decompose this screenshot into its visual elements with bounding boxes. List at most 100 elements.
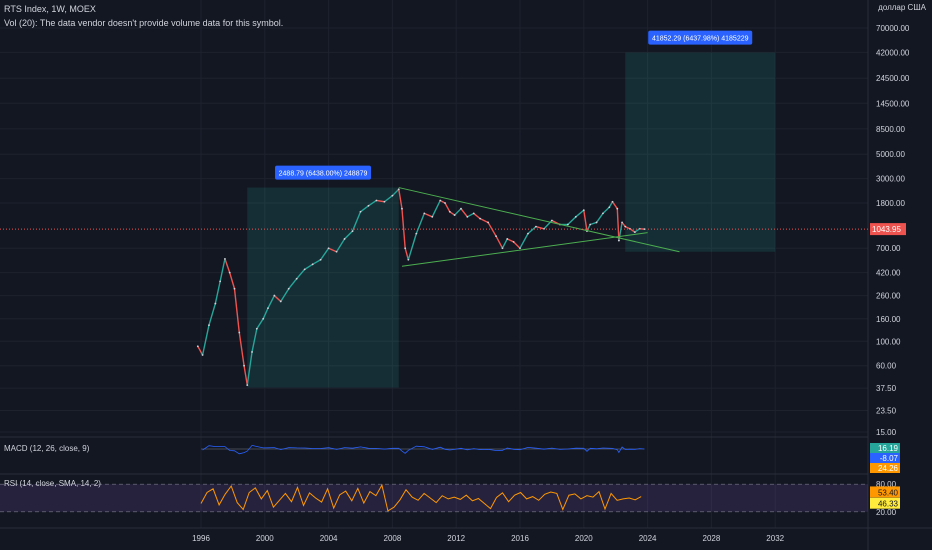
volume-note: Vol (20): The data vendor doesn't provid… bbox=[4, 18, 284, 28]
measure-boxes bbox=[247, 52, 776, 388]
price-segment bbox=[197, 345, 204, 356]
price-tick-label: 8500.00 bbox=[876, 125, 905, 134]
rsi-value: 46.33 bbox=[878, 500, 899, 509]
price-tick-label: 5000.00 bbox=[876, 150, 905, 159]
price-tick-label: 42000.00 bbox=[876, 48, 910, 57]
price-point bbox=[295, 277, 298, 280]
price-point bbox=[501, 247, 504, 250]
price-point bbox=[351, 230, 354, 233]
price-point bbox=[214, 302, 217, 305]
price-point bbox=[267, 307, 269, 310]
labels-overlay: 2488.79 (6438.00%) 248879 41852.29 (6437.… bbox=[0, 30, 906, 236]
price-segment bbox=[616, 208, 620, 241]
price-segment bbox=[575, 209, 585, 218]
price-point bbox=[512, 240, 515, 243]
price-segment bbox=[224, 258, 231, 273]
price-point bbox=[616, 207, 619, 210]
trendlines bbox=[398, 187, 680, 267]
price-segment bbox=[506, 238, 514, 243]
price-point bbox=[423, 212, 426, 215]
time-tick-label: 2028 bbox=[703, 534, 721, 543]
time-tick-label: 2016 bbox=[511, 534, 529, 543]
price-point bbox=[582, 209, 585, 212]
price-point bbox=[375, 199, 378, 202]
measure-label-bg bbox=[648, 30, 753, 45]
trendline bbox=[398, 187, 680, 253]
price-segment bbox=[473, 212, 481, 220]
price-point bbox=[595, 221, 598, 224]
price-point bbox=[466, 215, 469, 218]
macd-value: 24.26 bbox=[878, 464, 899, 473]
price-segment bbox=[267, 295, 275, 309]
price-segment bbox=[407, 233, 417, 260]
price-point bbox=[453, 214, 456, 216]
price-point bbox=[643, 228, 646, 231]
price-segment bbox=[608, 201, 614, 208]
trendline bbox=[401, 232, 648, 267]
price-segment bbox=[535, 225, 545, 230]
price-segment bbox=[262, 307, 269, 320]
price-tick-label: 1800.00 bbox=[876, 199, 905, 208]
price-point bbox=[479, 217, 482, 220]
price-segment bbox=[214, 281, 221, 304]
time-tick-label: 2020 bbox=[575, 534, 593, 543]
price-point bbox=[624, 225, 627, 228]
price-point bbox=[196, 345, 199, 348]
price-point bbox=[621, 221, 623, 224]
price-segment bbox=[586, 224, 591, 232]
price-point bbox=[401, 207, 403, 210]
price-point bbox=[566, 223, 569, 226]
price-segment bbox=[312, 259, 321, 265]
price-tick-label: 160.00 bbox=[876, 315, 901, 324]
macd-value-tag bbox=[870, 463, 900, 473]
price-segment bbox=[634, 228, 641, 233]
time-tick-label: 2000 bbox=[256, 534, 274, 543]
time-axis[interactable]: 1996 2000 2004 2008 2012 2016 2020 2024 2028 2032 bbox=[192, 534, 785, 543]
price-segment bbox=[368, 199, 377, 207]
price-segment bbox=[344, 230, 354, 240]
price-point bbox=[431, 215, 434, 218]
price-segment bbox=[527, 226, 537, 235]
currency-label: доллар США bbox=[878, 3, 926, 12]
price-segment bbox=[376, 199, 385, 203]
price-segment bbox=[273, 295, 282, 302]
price-segment bbox=[495, 235, 504, 249]
price-tick-label: 70000.00 bbox=[876, 24, 910, 33]
time-tick-label: 1996 bbox=[192, 534, 210, 543]
price-point bbox=[243, 364, 245, 367]
price-segment bbox=[567, 216, 577, 225]
measure-box bbox=[625, 52, 776, 252]
price-segment bbox=[328, 247, 337, 253]
price-segment bbox=[360, 205, 369, 213]
price-point bbox=[327, 247, 330, 250]
price-point bbox=[589, 223, 592, 226]
price-point bbox=[262, 317, 265, 320]
price-point bbox=[219, 280, 222, 283]
price-segment bbox=[391, 188, 400, 197]
price-tick-label: 260.00 bbox=[876, 292, 901, 301]
price-point bbox=[611, 200, 614, 203]
price-axis[interactable]: 70000.00 42000.00 24500.00 14500.00 8500.00 5… bbox=[876, 24, 910, 437]
price-point bbox=[407, 258, 410, 261]
price-segment bbox=[467, 212, 475, 218]
price-segment bbox=[449, 211, 456, 216]
rsi-value-tag bbox=[870, 486, 900, 498]
price-point bbox=[404, 247, 407, 250]
macd-line bbox=[202, 444, 645, 455]
price-point bbox=[633, 231, 636, 234]
price-tick-label: 700.00 bbox=[876, 244, 901, 253]
price-point bbox=[287, 287, 290, 290]
price-segment bbox=[320, 247, 330, 261]
price-point bbox=[551, 219, 553, 222]
price-point bbox=[495, 235, 497, 238]
price-segment bbox=[611, 201, 618, 210]
price-point bbox=[519, 247, 521, 250]
macd-value: -8.07 bbox=[880, 454, 899, 463]
price-point bbox=[444, 202, 446, 204]
time-tick-label: 2008 bbox=[384, 534, 402, 543]
price-tick-label: 15.00 bbox=[876, 428, 897, 437]
price-point bbox=[472, 212, 475, 215]
price-segment bbox=[519, 233, 529, 249]
